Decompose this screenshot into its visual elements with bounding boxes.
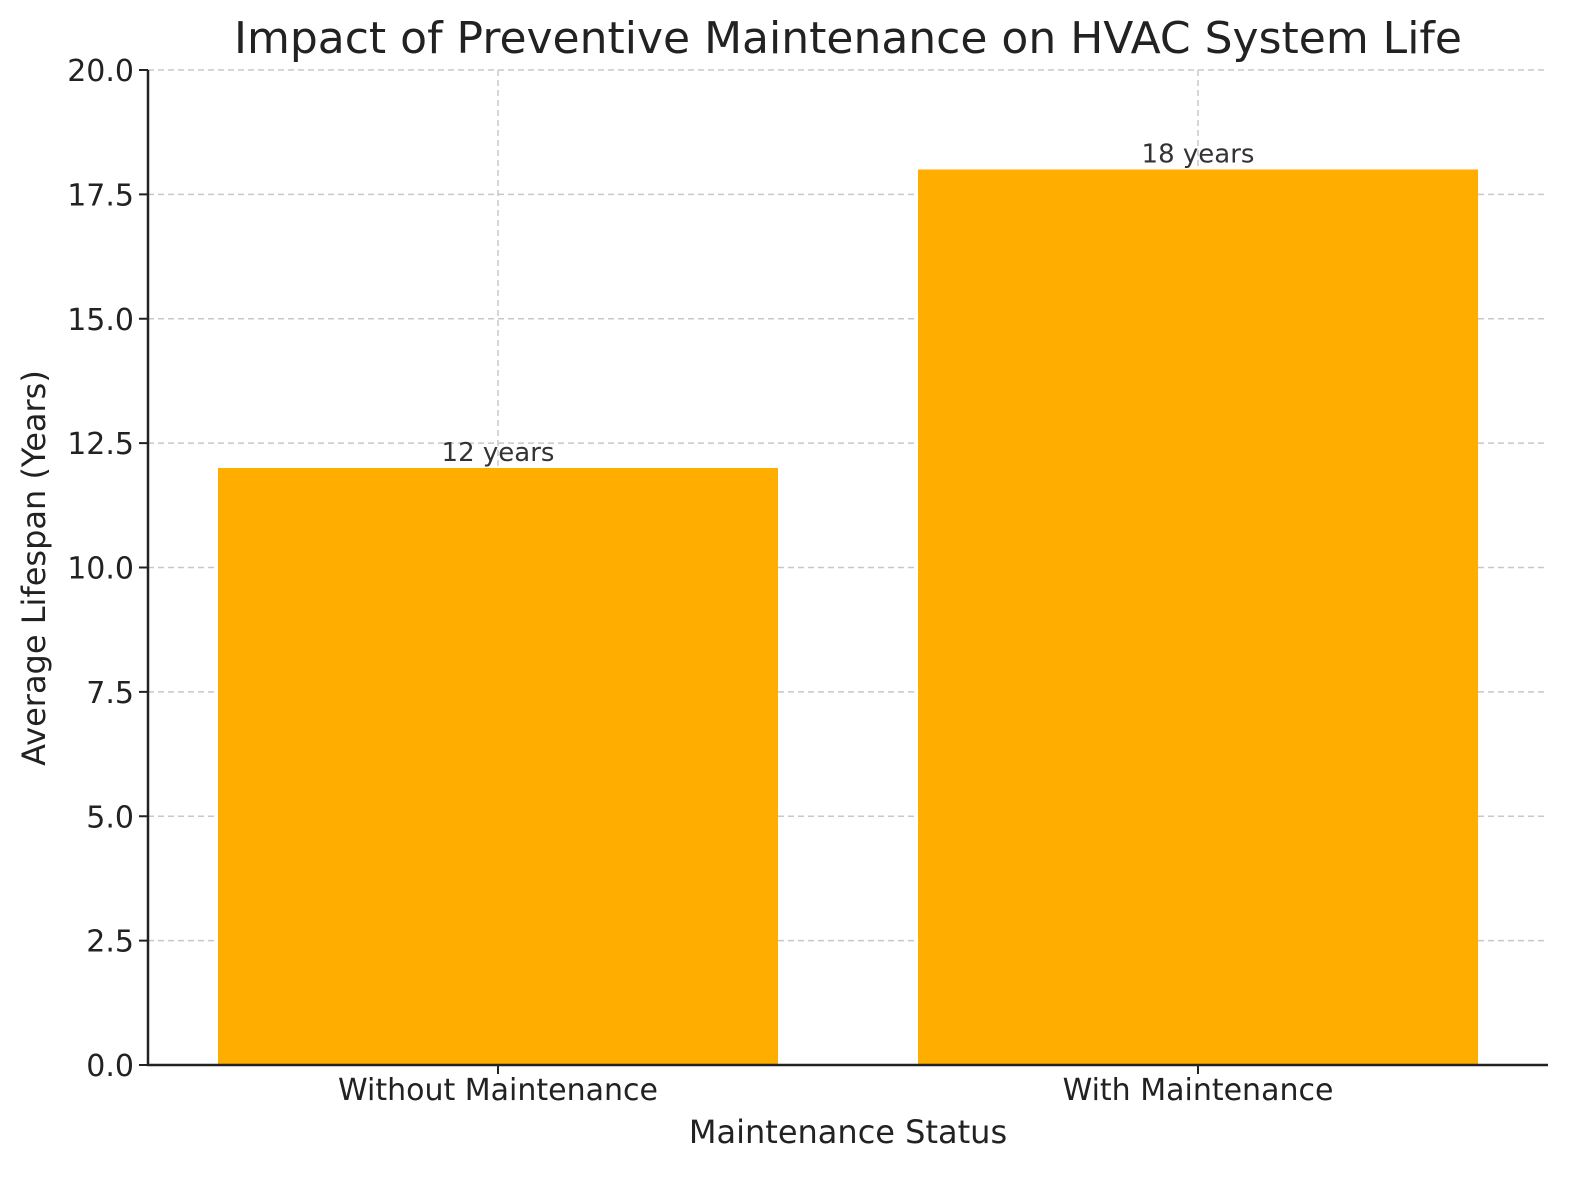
data-labels: 12 years 18 years xyxy=(442,140,1255,469)
y-tick-label: 2.5 xyxy=(86,925,134,960)
x-tick-label: With Maintenance xyxy=(1063,1073,1334,1108)
y-tick-label: 0.0 xyxy=(86,1049,134,1084)
x-ticks: Without Maintenance With Maintenance xyxy=(338,1065,1333,1108)
y-tick-label: 20.0 xyxy=(67,54,134,89)
y-tick-label: 12.5 xyxy=(67,427,134,462)
chart-title: Impact of Preventive Maintenance on HVAC… xyxy=(234,13,1462,64)
y-tick-label: 5.0 xyxy=(86,800,134,835)
bar-data-label: 12 years xyxy=(442,438,555,468)
y-ticks: 0.0 2.5 5.0 7.5 10.0 12.5 15.0 17.5 20.0 xyxy=(67,54,148,1084)
y-axis-label: Average Lifespan (Years) xyxy=(15,370,53,766)
y-tick-label: 7.5 xyxy=(86,676,134,711)
y-tick-label: 10.0 xyxy=(67,552,134,587)
x-axis-label: Maintenance Status xyxy=(689,1113,1007,1151)
y-tick-label: 15.0 xyxy=(67,303,134,338)
bar-data-label: 18 years xyxy=(1142,140,1255,170)
x-tick-label: Without Maintenance xyxy=(338,1073,658,1108)
bars-layer xyxy=(218,169,1478,1065)
bar-with-maintenance xyxy=(918,169,1478,1065)
y-tick-label: 17.5 xyxy=(67,178,134,213)
bar-without-maintenance xyxy=(218,468,778,1065)
